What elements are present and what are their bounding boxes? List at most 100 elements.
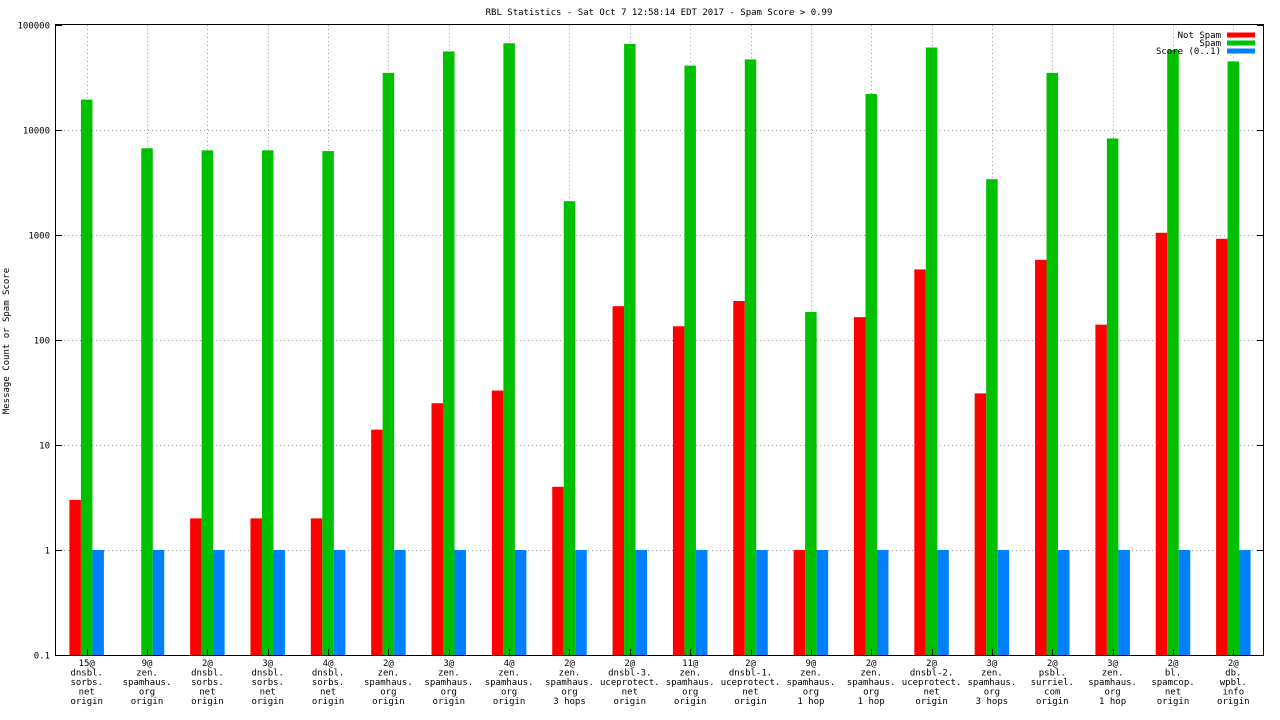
bar-score (454, 550, 467, 655)
bar-not-spam (552, 486, 564, 655)
bar-not-spam (491, 390, 504, 655)
x-tick-label: 2@ zen. spamhaus. org 3 hops (545, 659, 594, 707)
bar-score (1239, 550, 1251, 655)
grid-lines (56, 25, 1263, 655)
x-tick-label: 3@ zen. spamhaus. org 1 hop (1088, 659, 1137, 707)
bar-score (514, 550, 527, 655)
bar-score (1178, 550, 1191, 655)
bar-not-spam (733, 301, 745, 655)
y-tick-label: 0.1 (34, 652, 50, 662)
bar-not-spam (431, 403, 444, 655)
legend-swatch (1227, 32, 1255, 38)
y-tick-label: 100 (34, 337, 50, 347)
bar-spam (443, 51, 455, 655)
bar-score (575, 550, 587, 655)
y-tick-label: 10000 (23, 127, 50, 137)
bar-score (152, 550, 165, 655)
x-tick-label: 2@ psbl. surriel. com origin (1031, 659, 1074, 707)
x-tick-label: 4@ dnsbl. sorbs. net origin (312, 659, 345, 707)
x-tick-label: 2@ dnsbl-3. uceprotect. net origin (600, 659, 660, 707)
bar-not-spam (250, 518, 262, 655)
bar-spam (382, 72, 395, 656)
x-axis-ticks: 15@ dnsbl. sorbs. net origin 9@ zen. spamhaus. o… (70, 649, 1250, 707)
x-tick-label: 2@ zen. spamhaus. org 1 hop (847, 659, 896, 707)
bar-score (273, 550, 285, 655)
chart-title: RBL Statistics - Sat Oct 7 12:58:14 EDT … (486, 8, 833, 18)
legend-swatch (1227, 48, 1255, 54)
legend-label: Not Spam (1178, 31, 1221, 41)
bar-not-spam (1155, 232, 1168, 655)
x-tick-label: 3@ dnsbl. sorbs. net origin (251, 659, 284, 707)
legend-label: Spam (1199, 39, 1221, 49)
bar-spam (805, 311, 817, 655)
bar-spam (141, 148, 153, 655)
bar-not-spam (853, 317, 866, 655)
bar-not-spam (974, 393, 987, 655)
bar-score (816, 550, 829, 655)
bar-score (937, 550, 949, 655)
x-tick-label: 2@ dnsbl-2. uceprotect. net origin (902, 659, 962, 707)
bar-spam (624, 43, 636, 655)
x-tick-label: 2@ zen. spamhaus. org origin (364, 659, 413, 707)
bar-score (756, 550, 768, 655)
bars (69, 43, 1251, 656)
bar-spam (1046, 72, 1059, 656)
x-tick-label: 9@ zen. spamhaus. org origin (123, 659, 172, 707)
x-tick-label: 3@ zen. spamhaus. org 3 hops (968, 659, 1017, 707)
bar-score (1058, 550, 1070, 655)
bar-not-spam (793, 550, 806, 655)
bar-spam (925, 47, 938, 656)
bar-score (876, 550, 889, 655)
legend-swatch (1227, 40, 1255, 46)
bar-spam (563, 201, 576, 656)
y-axis-label: Message Count or Spam Score (2, 268, 12, 414)
bar-not-spam (612, 306, 625, 655)
bar-spam (1106, 138, 1119, 655)
bar-spam (684, 65, 696, 655)
bar-score (333, 550, 346, 655)
bar-score (695, 550, 708, 655)
bar-not-spam (1035, 259, 1047, 655)
x-tick-label: 4@ zen. spamhaus. org origin (485, 659, 534, 707)
bar-score (635, 550, 648, 655)
bar-score (997, 550, 1010, 655)
bar-spam (80, 99, 93, 656)
bar-spam (1227, 61, 1240, 656)
bar-spam (322, 151, 334, 655)
bar-score (394, 550, 406, 655)
legend-label: Score (0..1) (1156, 47, 1221, 57)
bar-not-spam (1216, 238, 1228, 656)
x-tick-label: 2@ dnsbl-1. uceprotect. net origin (721, 659, 781, 707)
bar-not-spam (190, 518, 202, 655)
y-tick-label: 100000 (17, 22, 50, 32)
x-tick-label: 2@ dnsbl. sorbs. net origin (191, 659, 224, 707)
bar-spam (1167, 49, 1179, 655)
bar-spam (744, 59, 757, 656)
bar-spam (503, 43, 515, 655)
bar-score (1118, 550, 1130, 655)
x-tick-label: 2@ bl. spamcop. net origin (1151, 659, 1194, 707)
x-tick-label: 15@ dnsbl. sorbs. net origin (70, 659, 103, 707)
bar-spam (865, 94, 877, 656)
y-tick-label: 1 (45, 547, 50, 557)
bar-spam (201, 150, 214, 655)
bar-not-spam (672, 326, 685, 655)
y-tick-label: 1000 (28, 232, 50, 242)
bar-score (92, 550, 104, 655)
bar-not-spam (69, 499, 81, 655)
bar-spam (986, 179, 998, 655)
bar-not-spam (914, 269, 926, 655)
bar-spam (261, 150, 274, 655)
x-tick-label: 11@ zen. spamhaus. org origin (666, 659, 715, 707)
x-tick-label: 9@ zen. spamhaus. org 1 hop (787, 659, 836, 707)
bar-not-spam (1095, 324, 1107, 655)
x-tick-label: 2@ db. wpbl. info origin (1217, 659, 1250, 707)
plot-frame (55, 24, 1264, 656)
bar-not-spam (310, 518, 323, 655)
bar-not-spam (371, 429, 383, 655)
bar-score (213, 550, 225, 655)
x-tick-label: 3@ zen. spamhaus. org origin (424, 659, 473, 707)
y-tick-label: 10 (39, 442, 50, 452)
